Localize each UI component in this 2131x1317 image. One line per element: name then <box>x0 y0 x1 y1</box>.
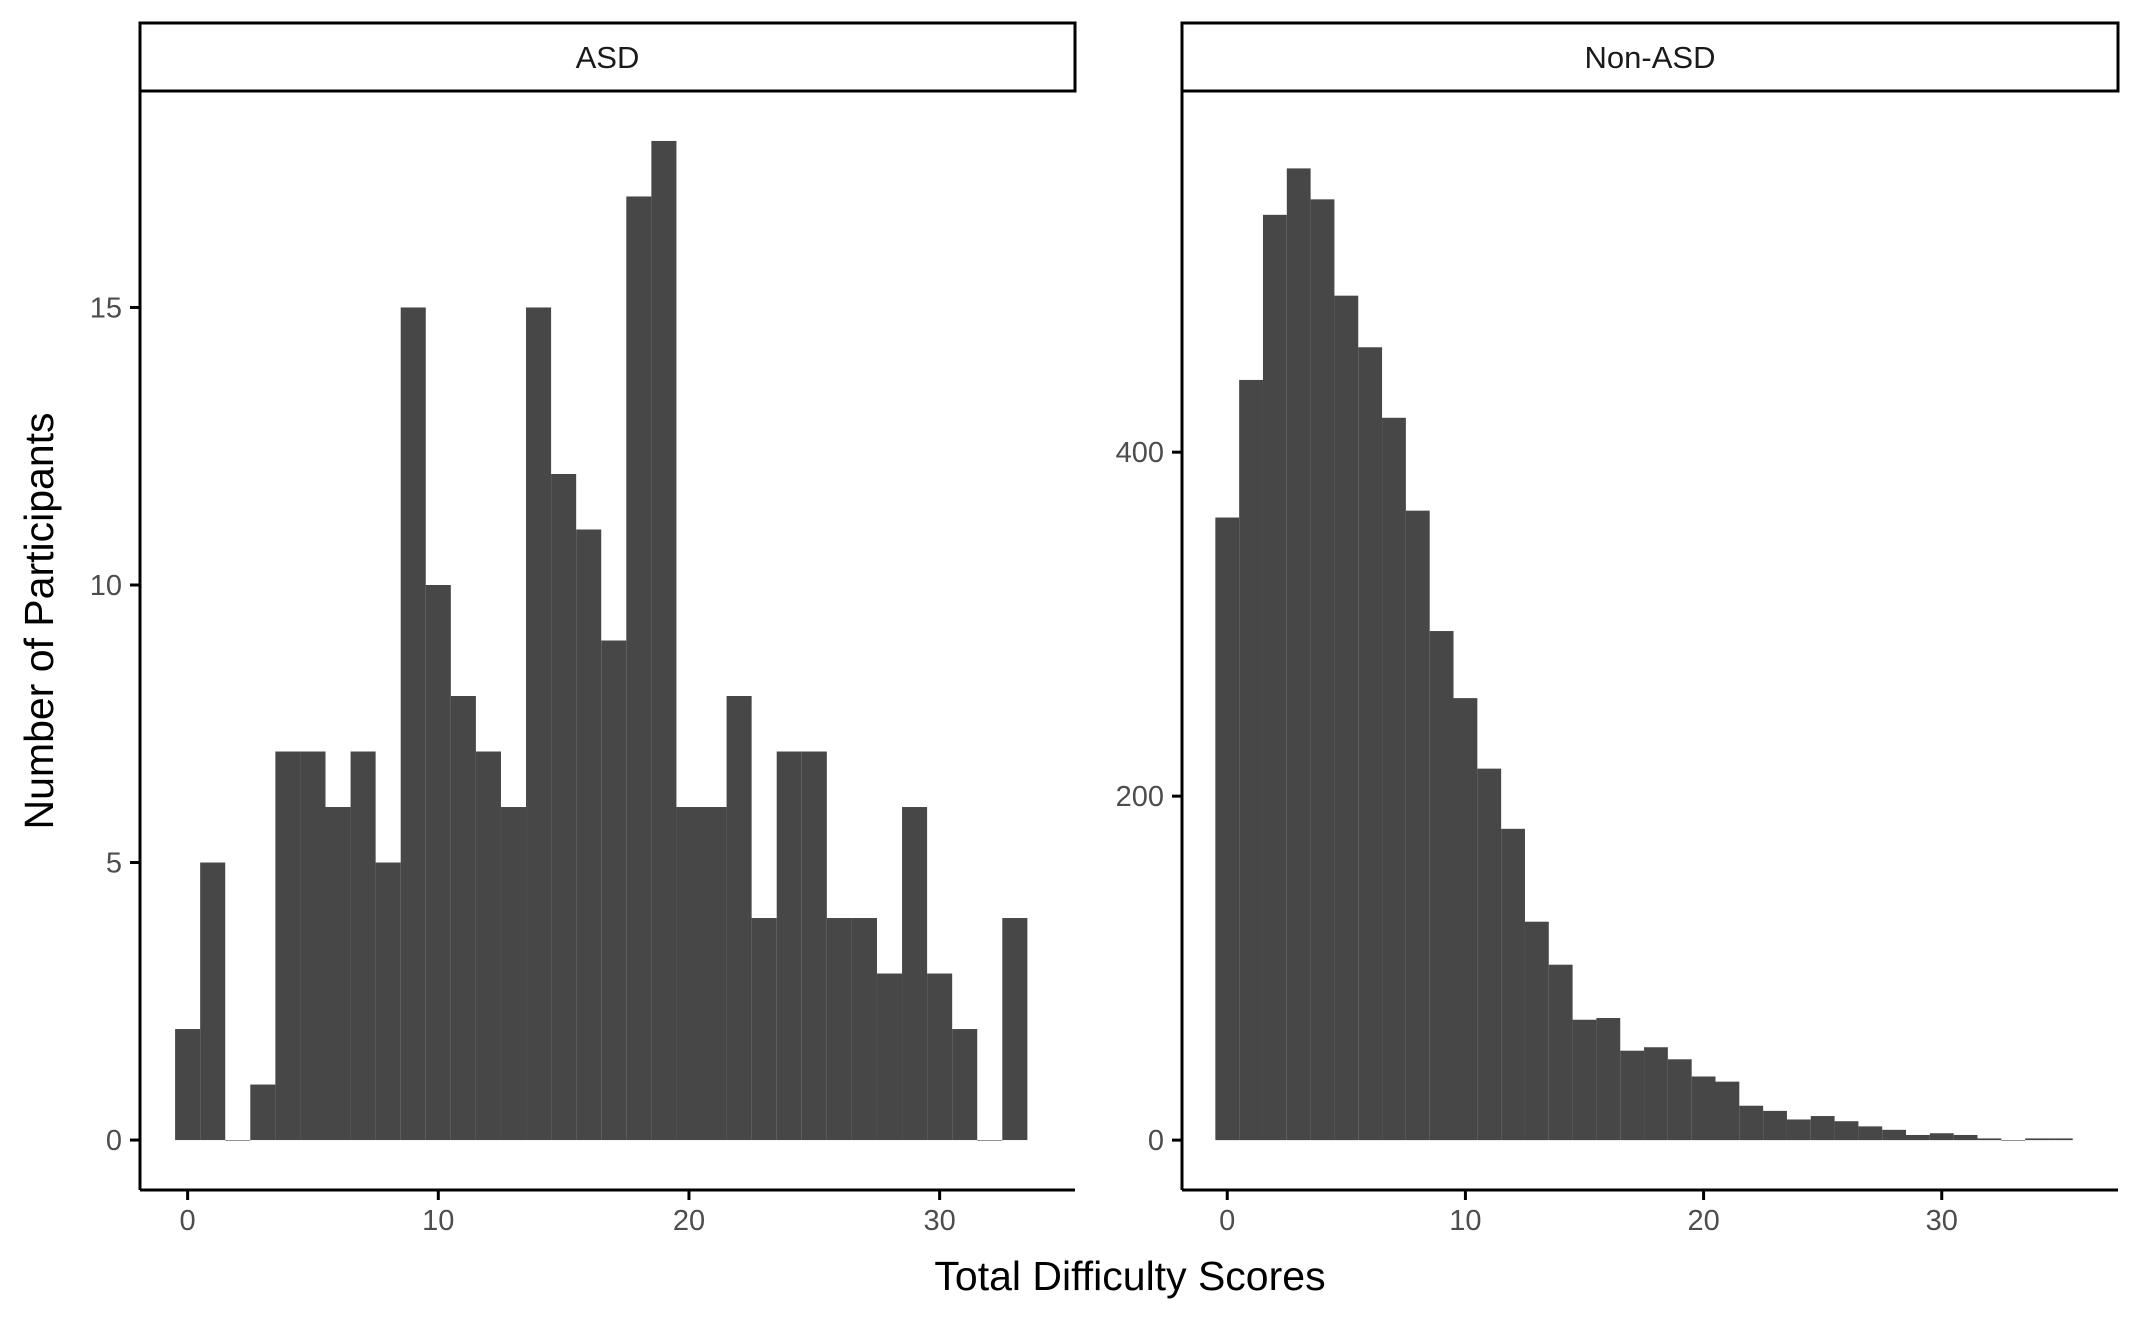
histogram-bar <box>1906 1134 1930 1141</box>
histogram-bar <box>375 862 401 1141</box>
histogram-bar <box>175 1029 201 1141</box>
histogram-bar <box>526 307 552 1141</box>
panel-non-asd: Non-ASD 0 10 20 30 0 200 400 <box>1116 21 2120 1237</box>
histogram-bar <box>701 807 727 1141</box>
histogram-bar <box>1286 168 1311 1141</box>
histogram-bar <box>2001 1140 2026 1141</box>
histogram-bar <box>1644 1047 1668 1141</box>
histogram-bar <box>1429 631 1454 1141</box>
histogram-bar <box>1596 1018 1621 1141</box>
histogram-bar <box>927 973 953 1141</box>
histogram-bar <box>475 751 501 1141</box>
histogram-bar <box>1358 347 1383 1141</box>
histogram-bar <box>826 918 852 1141</box>
histogram-bar <box>801 751 827 1141</box>
histogram-bar <box>200 862 226 1141</box>
strip-box <box>1180 21 2120 93</box>
x-tick-label: 0 <box>1219 1205 1235 1237</box>
histogram-bar <box>1739 1105 1764 1141</box>
y-tick-label: 0 <box>106 1125 122 1157</box>
histogram-bar <box>300 751 326 1141</box>
histogram-bar <box>876 973 903 1141</box>
histogram-bar <box>1477 768 1502 1141</box>
histogram-bar <box>500 807 527 1141</box>
strip-label: ASD <box>576 40 640 75</box>
histogram-bar <box>450 696 476 1141</box>
histogram-bar <box>2025 1138 2049 1141</box>
x-tick-label: 20 <box>1687 1205 1719 1237</box>
panel-asd: ASD 0 10 20 30 0 5 10 15 <box>90 21 1077 1237</box>
histogram-bar <box>751 918 777 1141</box>
histogram-bar <box>1239 379 1263 1141</box>
histogram-bar <box>1810 1116 1835 1141</box>
histogram-bar <box>952 1029 978 1141</box>
histogram-bar <box>400 307 426 1141</box>
histogram-bar <box>1858 1126 1883 1141</box>
histogram-bar <box>1572 1019 1597 1141</box>
y-tick-label: 0 <box>1148 1125 1164 1157</box>
histogram-bar <box>651 140 677 1141</box>
histogram-bar <box>1524 921 1549 1141</box>
x-tick-label: 0 <box>180 1205 196 1237</box>
y-tick-label: 5 <box>106 848 122 880</box>
histogram-bar <box>1334 295 1359 1141</box>
histogram-bar <box>425 584 451 1141</box>
histogram-bar <box>325 807 351 1141</box>
histogram-bar <box>1786 1119 1811 1141</box>
histogram-bar <box>902 807 928 1141</box>
y-tick-label: 400 <box>1116 437 1164 469</box>
histogram-bar <box>350 751 376 1141</box>
x-tick-label: 30 <box>924 1205 956 1237</box>
histogram-bar <box>1691 1076 1716 1141</box>
histogram-bar <box>1929 1133 1954 1141</box>
x-tick-label: 10 <box>422 1205 454 1237</box>
histogram-bar <box>726 696 752 1141</box>
x-tick-label: 20 <box>673 1205 705 1237</box>
histogram-bar <box>1405 510 1430 1141</box>
histogram-bar <box>250 1084 276 1141</box>
x-tick-label: 10 <box>1449 1205 1481 1237</box>
histogram-bar <box>225 1140 251 1141</box>
histogram-bar <box>601 640 627 1141</box>
histogram-bar <box>576 529 602 1141</box>
strip-box <box>138 21 1077 93</box>
histogram-bar <box>1763 1110 1787 1141</box>
histogram-bar <box>1262 214 1287 1141</box>
histogram-bar <box>551 473 577 1141</box>
histogram-bar <box>1953 1134 1978 1141</box>
histogram-bar <box>1215 517 1240 1141</box>
histogram-bar <box>626 196 652 1141</box>
y-tick-label: 200 <box>1116 781 1164 813</box>
histogram-bar <box>1834 1121 1859 1141</box>
histogram-bar <box>851 918 877 1141</box>
histogram-bar <box>1453 698 1478 1141</box>
x-tick-label: 30 <box>1926 1205 1958 1237</box>
histogram-bar <box>1715 1081 1740 1141</box>
y-tick-label: 15 <box>90 292 122 324</box>
histogram-bar <box>1501 828 1525 1141</box>
histogram-bar <box>776 751 802 1141</box>
histogram-bar <box>2048 1138 2073 1141</box>
x-axis-title: Total Difficulty Scores <box>934 1253 1325 1299</box>
histogram-bar <box>977 1140 1003 1141</box>
histogram-bar <box>676 807 702 1141</box>
histogram-bar <box>1382 417 1406 1141</box>
histogram-bar <box>1310 199 1335 1141</box>
histogram-bar <box>275 751 301 1141</box>
histogram-bar <box>1667 1059 1692 1141</box>
strip-label: Non-ASD <box>1585 40 1716 75</box>
y-axis-title: Number of Participants <box>16 412 62 829</box>
histogram-bar <box>1977 1138 2002 1141</box>
histogram-bar <box>1548 964 1573 1141</box>
y-tick-label: 10 <box>90 570 122 602</box>
histogram-bar <box>1620 1050 1645 1141</box>
histogram-bar <box>1882 1129 1907 1141</box>
histogram-bar <box>1002 918 1028 1141</box>
